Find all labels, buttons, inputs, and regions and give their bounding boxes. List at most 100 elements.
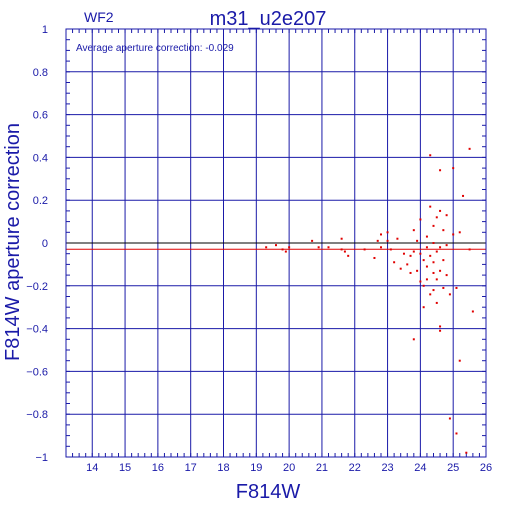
data-point [402, 252, 405, 255]
x-tick-label: 20 [283, 462, 295, 474]
data-point [439, 269, 442, 272]
y-tick-label: −0.2 [26, 281, 48, 293]
data-point [406, 263, 409, 266]
data-point [442, 286, 445, 289]
data-point [281, 248, 284, 251]
data-point [462, 194, 465, 197]
data-point [275, 244, 277, 247]
data-point [435, 216, 438, 219]
data-point [363, 248, 366, 251]
data-point [448, 417, 451, 420]
reference-lines [66, 242, 486, 250]
data-point [422, 259, 425, 262]
y-axis-title: F814W aperture correction [2, 123, 24, 361]
y-tick-label: 0.8 [33, 67, 48, 79]
data-point [343, 250, 346, 253]
y-tick-label: 0.6 [33, 110, 48, 122]
data-point [468, 248, 471, 251]
data-point [422, 306, 425, 309]
y-tick-label: 1 [42, 24, 48, 36]
data-point [419, 218, 422, 221]
y-tick-label: 0.4 [33, 152, 48, 164]
data-point [439, 329, 442, 332]
data-point [317, 246, 320, 249]
data-point [412, 250, 415, 253]
x-tick-label: 21 [316, 462, 328, 474]
data-point [442, 259, 445, 262]
y-tick-label: −0.4 [26, 324, 48, 336]
data-point [396, 237, 399, 240]
y-tick-label: −1 [35, 452, 48, 464]
data-point [419, 280, 422, 283]
data-point [435, 250, 438, 253]
data-point [412, 338, 415, 341]
data-point [442, 229, 445, 232]
frame-label: WF2 [84, 9, 114, 25]
x-tick-label: 24 [414, 462, 426, 474]
x-tick-label: 17 [185, 462, 197, 474]
data-point [386, 239, 389, 242]
data-point [340, 248, 343, 251]
data-point [340, 237, 343, 240]
x-tick-label: 18 [217, 462, 229, 474]
data-point [468, 147, 471, 150]
x-tick-label: 15 [119, 462, 131, 474]
y-tick-label: 0.2 [33, 195, 48, 207]
axis-ticks: 14 15 16 17 18 19 20 21 22 23 24 25 26 −1 −0.8 −0.6 −0.4… [26, 24, 492, 474]
data-point [393, 261, 396, 264]
data-point [432, 289, 435, 292]
data-point [452, 167, 455, 170]
x-tick-label: 22 [349, 462, 361, 474]
data-point [311, 239, 314, 242]
data-point [419, 252, 422, 255]
x-tick-label: 16 [152, 462, 164, 474]
data-point [409, 271, 412, 274]
data-point [389, 248, 392, 251]
data-point [455, 432, 458, 435]
x-axis-title: F814W [236, 481, 301, 503]
data-point [465, 451, 468, 454]
data-point [284, 250, 287, 253]
data-point [265, 246, 268, 249]
data-point [439, 169, 442, 172]
x-tick-label: 23 [381, 462, 393, 474]
data-point [416, 269, 419, 272]
data-point [429, 205, 432, 208]
data-point [458, 359, 461, 362]
x-tick-label: 26 [480, 462, 492, 474]
data-point [380, 246, 382, 249]
data-point [373, 256, 376, 259]
x-tick-label: 25 [447, 462, 459, 474]
data-point [439, 246, 442, 249]
x-tick-label: 19 [250, 462, 262, 474]
data-point [445, 274, 448, 277]
data-point [432, 271, 435, 274]
y-tick-label: −0.6 [26, 366, 48, 378]
chart-title: m31_u2e207 [210, 8, 327, 30]
data-point [452, 233, 455, 236]
data-point [376, 239, 379, 242]
data-point [422, 284, 425, 287]
data-point [429, 293, 432, 296]
data-point [458, 231, 461, 234]
y-tick-label: 0 [42, 238, 48, 250]
data-point [412, 229, 415, 232]
data-point [425, 246, 428, 249]
data-point [432, 224, 435, 227]
data-point [386, 231, 389, 234]
data-point [439, 325, 442, 328]
data-point [432, 242, 435, 244]
data-point [409, 254, 412, 257]
data-point [425, 278, 428, 281]
data-point [399, 267, 402, 270]
data-point [445, 214, 448, 217]
data-points [265, 147, 474, 454]
data-point [448, 293, 451, 296]
data-point [439, 209, 442, 212]
data-point [429, 154, 432, 157]
average-correction-note: Average aperture correction: -0.029 [76, 43, 234, 54]
data-point [432, 261, 435, 264]
data-point [455, 286, 458, 289]
